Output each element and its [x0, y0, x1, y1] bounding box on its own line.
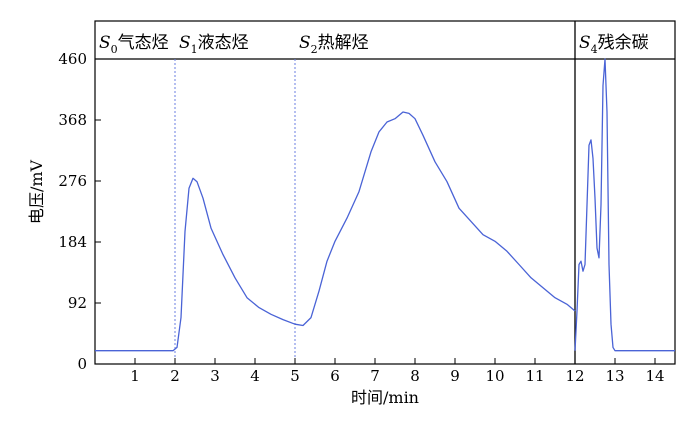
x-tick-label: 10 — [485, 367, 504, 385]
chart-frame — [94, 20, 676, 365]
region-label-s1: S1液态烃 — [179, 33, 249, 56]
x-axis: 1 2 3 4 5 6 7 8 9 10 11 12 13 14 — [130, 358, 665, 385]
region-label-s0: S0气态烃 — [99, 33, 169, 56]
x-tick-label: 14 — [645, 367, 664, 385]
x-tick-label: 1 — [130, 367, 140, 385]
x-tick-label: 12 — [565, 367, 584, 385]
plot-area-border — [94, 20, 676, 365]
y-tick-label: 276 — [58, 172, 87, 190]
series-line-2 — [574, 58, 675, 352]
x-tick-label: 7 — [370, 367, 380, 385]
y-axis: 0 92 184 276 368 460 — [58, 50, 101, 373]
x-tick-label: 11 — [525, 367, 544, 385]
region-dividers — [174, 21, 576, 364]
region-labels: S0气态烃 S1液态烃 S2热解烃 S4残余碳 — [99, 33, 649, 56]
y-tick-label: 460 — [58, 50, 87, 68]
series-line-1 — [95, 111, 576, 352]
y-tick-label: 92 — [68, 294, 87, 312]
y-axis-title: 电压/mV — [27, 159, 46, 224]
y-tick-label: 368 — [58, 111, 87, 129]
x-tick-label: 3 — [210, 367, 220, 385]
x-tick-label: 6 — [330, 367, 340, 385]
region-label-s4: S4残余碳 — [579, 33, 649, 56]
series-group — [95, 58, 675, 352]
y-tick-label: 0 — [77, 355, 87, 373]
region-label-s2: S2热解烃 — [299, 33, 369, 56]
x-tick-label: 9 — [450, 367, 460, 385]
x-axis-title: 时间/min — [351, 388, 419, 407]
x-tick-label: 2 — [170, 367, 180, 385]
y-tick-label: 184 — [58, 233, 87, 251]
x-tick-label: 4 — [250, 367, 260, 385]
x-tick-label: 13 — [605, 367, 624, 385]
x-tick-label: 5 — [290, 367, 300, 385]
x-tick-label: 8 — [410, 367, 420, 385]
